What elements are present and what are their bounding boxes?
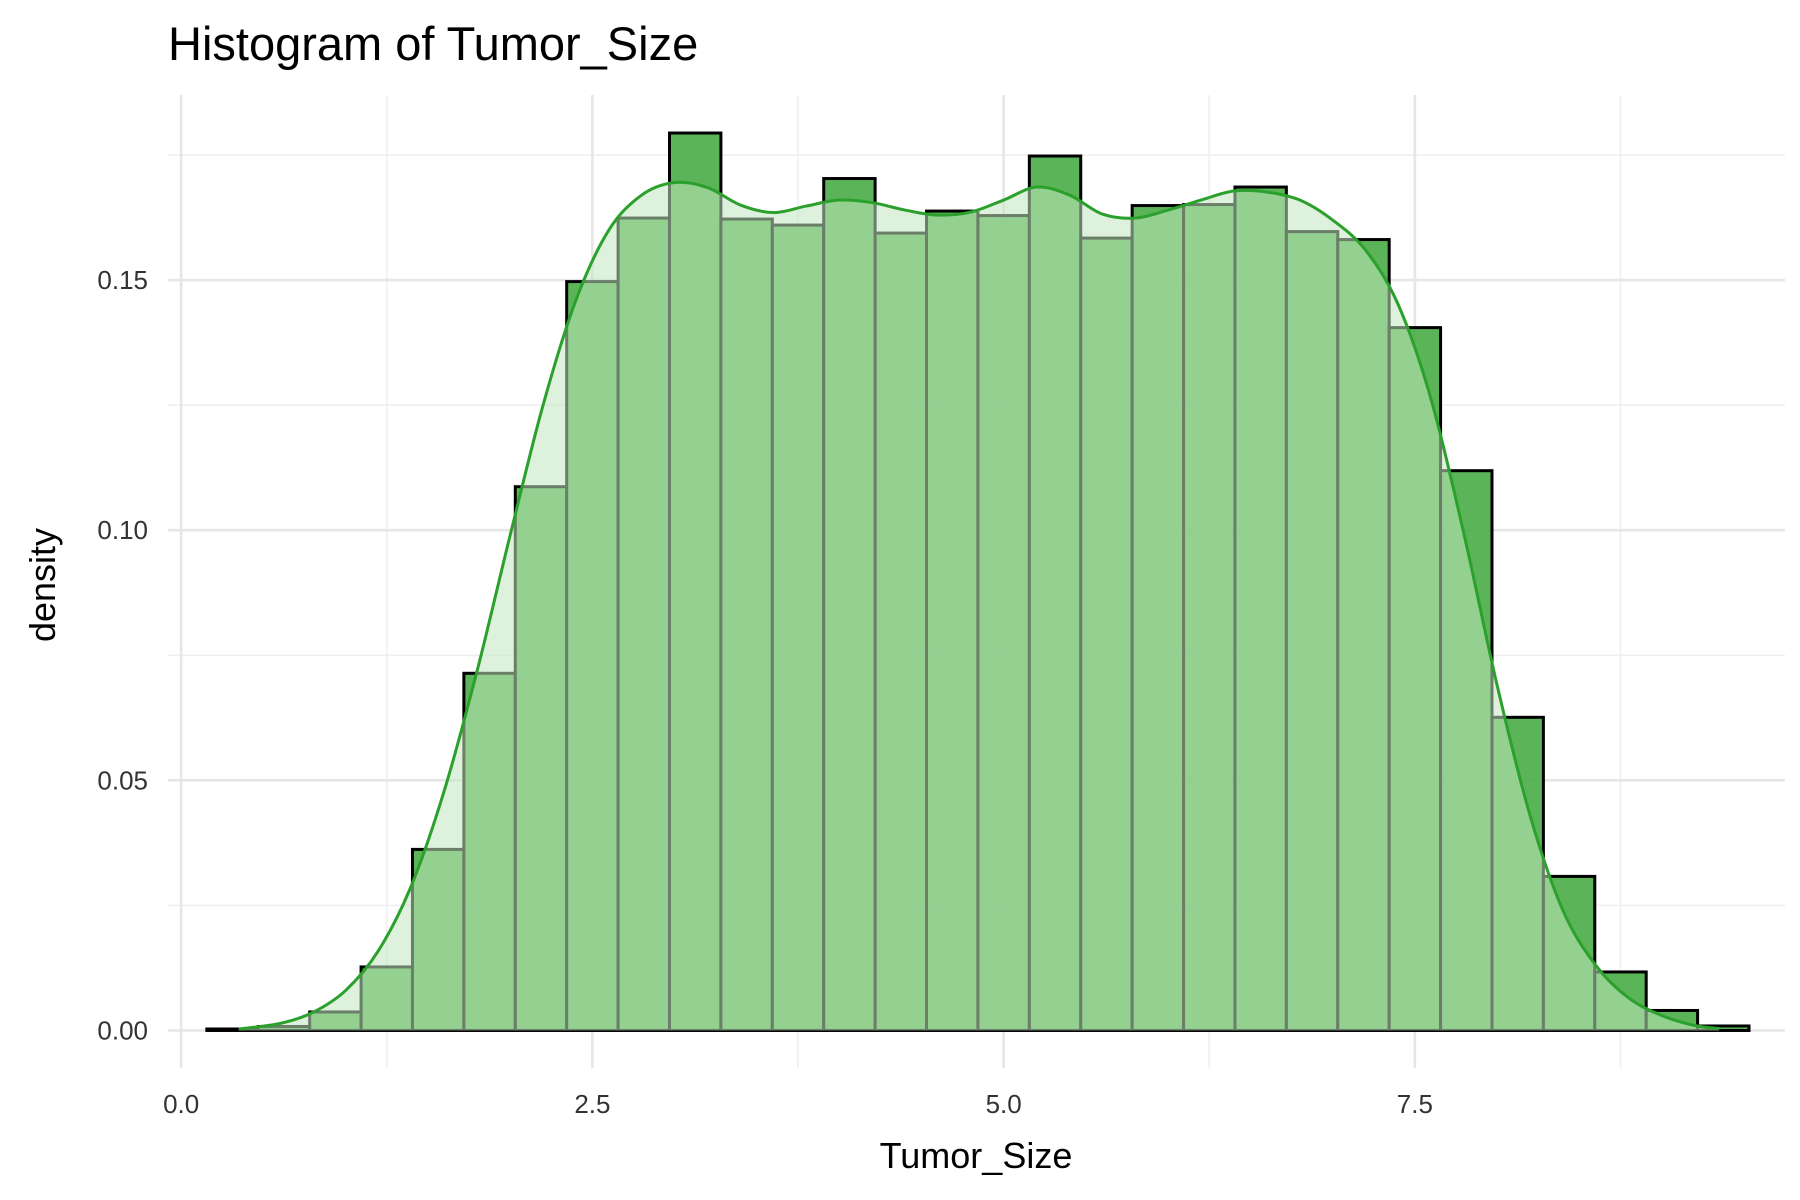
- y-tick-label: 0.10: [97, 515, 148, 545]
- y-tick-label: 0.15: [97, 265, 148, 295]
- x-axis-title: Tumor_Size: [880, 1135, 1073, 1176]
- density-area: [238, 182, 1720, 1031]
- density-line: [238, 180, 1720, 1031]
- x-tick-label: 7.5: [1397, 1089, 1433, 1119]
- x-axis-ticks: 0.0 2.5 5.0 7.5: [163, 1089, 1433, 1119]
- chart-title: Histogram of Tumor_Size: [168, 17, 698, 70]
- y-axis-ticks: 0.00 0.05 0.10 0.15: [97, 265, 148, 1045]
- x-tick-label: 5.0: [986, 1089, 1022, 1119]
- y-tick-label: 0.05: [97, 765, 148, 795]
- y-axis-title: density: [22, 528, 63, 642]
- x-tick-label: 0.0: [163, 1089, 199, 1119]
- density-curve-layer: [238, 180, 1720, 1031]
- x-tick-label: 2.5: [574, 1089, 610, 1119]
- y-tick-label: 0.00: [97, 1015, 148, 1045]
